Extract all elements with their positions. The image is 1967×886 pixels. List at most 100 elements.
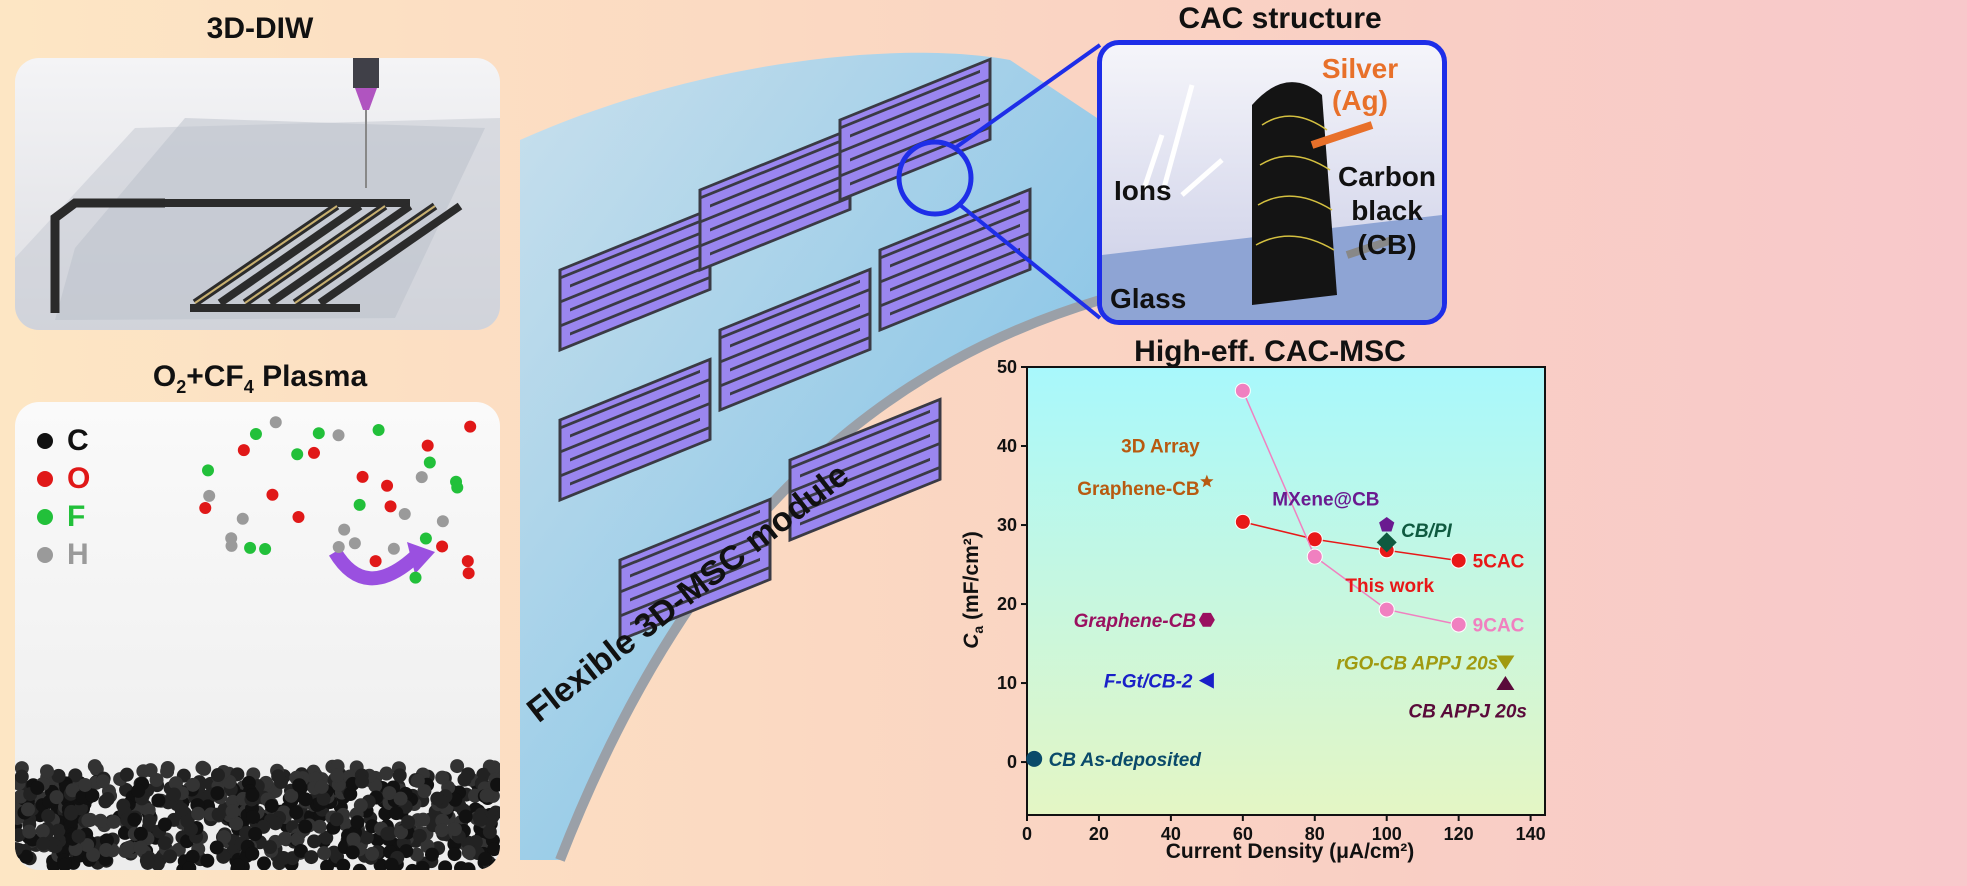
- x-tick-label: 60: [1233, 824, 1253, 844]
- carbon-atom: [365, 846, 380, 861]
- carbon-atom: [345, 845, 360, 860]
- gas-atom: [464, 420, 477, 433]
- carbon-atom: [174, 802, 189, 817]
- carbon-atom: [304, 850, 319, 865]
- label-cb-as-deposited: CB As-deposited: [1049, 750, 1202, 771]
- legend-item-f: F: [37, 498, 90, 536]
- carbon-atom: [401, 815, 416, 830]
- carbon-atom: [264, 798, 279, 813]
- carbon-atom: [393, 791, 408, 806]
- carbon-atom: [438, 860, 453, 870]
- ions-label: Ions: [1114, 175, 1172, 206]
- carbon-atom: [486, 842, 500, 857]
- carbon-atom: [316, 791, 331, 806]
- label-this-work: This work: [1345, 576, 1434, 597]
- carbon-atom: [276, 851, 291, 866]
- atom-dot-icon: [37, 509, 53, 525]
- gas-atom: [421, 439, 434, 452]
- gas-atom: [369, 555, 382, 568]
- label-9cac: 9CAC: [1473, 616, 1525, 637]
- carbon-atom: [245, 788, 260, 803]
- cac-illustration: [1102, 82, 1442, 320]
- carbon-atom: [230, 858, 245, 870]
- label-3d-array-2: Graphene-CB: [1077, 479, 1199, 500]
- gas-atom: [236, 512, 249, 525]
- gas-atom: [203, 489, 216, 502]
- carbon-atom: [225, 804, 240, 819]
- carbon-atom: [389, 806, 404, 821]
- carbon-atom: [71, 829, 86, 844]
- x-tick-label: 20: [1089, 824, 1109, 844]
- carbon-atom: [277, 831, 292, 846]
- carbon-black-label: Carbon black (CB): [1338, 161, 1436, 260]
- label-cb-appj: CB APPJ 20s: [1408, 702, 1527, 723]
- carbon-atom: [473, 812, 488, 827]
- carbon-atom: [133, 826, 148, 841]
- carbon-atom: [319, 830, 334, 845]
- zoom-circle: [896, 139, 974, 217]
- gas-atom: [409, 571, 422, 584]
- carbon-atom: [127, 812, 142, 827]
- carbon-atom: [382, 786, 397, 801]
- legend-item-h: H: [37, 536, 90, 574]
- carbon-atom: [157, 817, 172, 832]
- carbon-atom: [298, 792, 313, 807]
- carbon-atom: [81, 813, 96, 828]
- carbon-atom: [467, 788, 482, 803]
- series-line-9cac: [1242, 390, 1459, 626]
- gas-atom: [384, 500, 397, 513]
- y-tick-label: 50: [997, 357, 1017, 377]
- carbon-atom: [157, 836, 172, 851]
- carbon-atom: [51, 823, 66, 838]
- carbon-atom: [35, 824, 50, 839]
- msc-device: [698, 127, 852, 273]
- gas-atom: [291, 448, 304, 461]
- gas-atom: [225, 539, 238, 552]
- carbon-atom: [479, 788, 494, 803]
- carbon-atom: [217, 830, 232, 845]
- gas-atom: [249, 428, 262, 441]
- carbon-atom: [409, 847, 424, 862]
- cb-arrow-icon: [1345, 236, 1394, 259]
- carbon-atom: [106, 814, 121, 829]
- point-5cac: [1234, 513, 1251, 530]
- carbon-atom: [99, 842, 114, 857]
- point-9cac: [1234, 382, 1251, 399]
- carbon-atom: [195, 760, 210, 775]
- carbon-atom: [330, 768, 345, 783]
- carbon-atom: [412, 828, 427, 843]
- point-5cac: [1450, 552, 1467, 569]
- gas-atom: [266, 488, 279, 501]
- carbon-atom: [346, 832, 361, 847]
- gas-atom: [338, 523, 351, 536]
- carbon-atom: [210, 786, 225, 801]
- cac-structure-box: Silver (Ag) Ions Carbon black (CB) Glass: [1097, 40, 1447, 325]
- carbon-atom: [40, 764, 55, 779]
- carbon-atom: [353, 798, 368, 813]
- gas-atom: [199, 502, 212, 515]
- point-cb-pi: [1376, 532, 1397, 553]
- carbon-atom: [248, 827, 263, 842]
- gas-atom: [372, 424, 385, 437]
- carbon-atom: [257, 856, 272, 870]
- carbon-atom: [435, 770, 450, 785]
- carbon-atom: [160, 764, 175, 779]
- gas-atom: [398, 508, 411, 521]
- carbon-atom: [191, 806, 206, 821]
- glass-label: Glass: [1110, 283, 1187, 314]
- carbon-atom: [307, 834, 322, 849]
- carbon-atom: [185, 777, 200, 792]
- carbon-atom: [142, 814, 157, 829]
- x-tick-label: 100: [1372, 824, 1402, 844]
- carbon-atom: [394, 825, 409, 840]
- silver-label: Silver (Ag): [1321, 53, 1399, 116]
- diw-title: 3D-DIW: [206, 12, 314, 45]
- silver-arrow-icon: [1310, 121, 1374, 149]
- carbon-atom: [352, 863, 367, 870]
- carbon-atom: [292, 778, 307, 793]
- carbon-atom: [122, 840, 137, 855]
- y-tick-label: 0: [1007, 752, 1017, 772]
- y-tick-label: 30: [997, 515, 1017, 535]
